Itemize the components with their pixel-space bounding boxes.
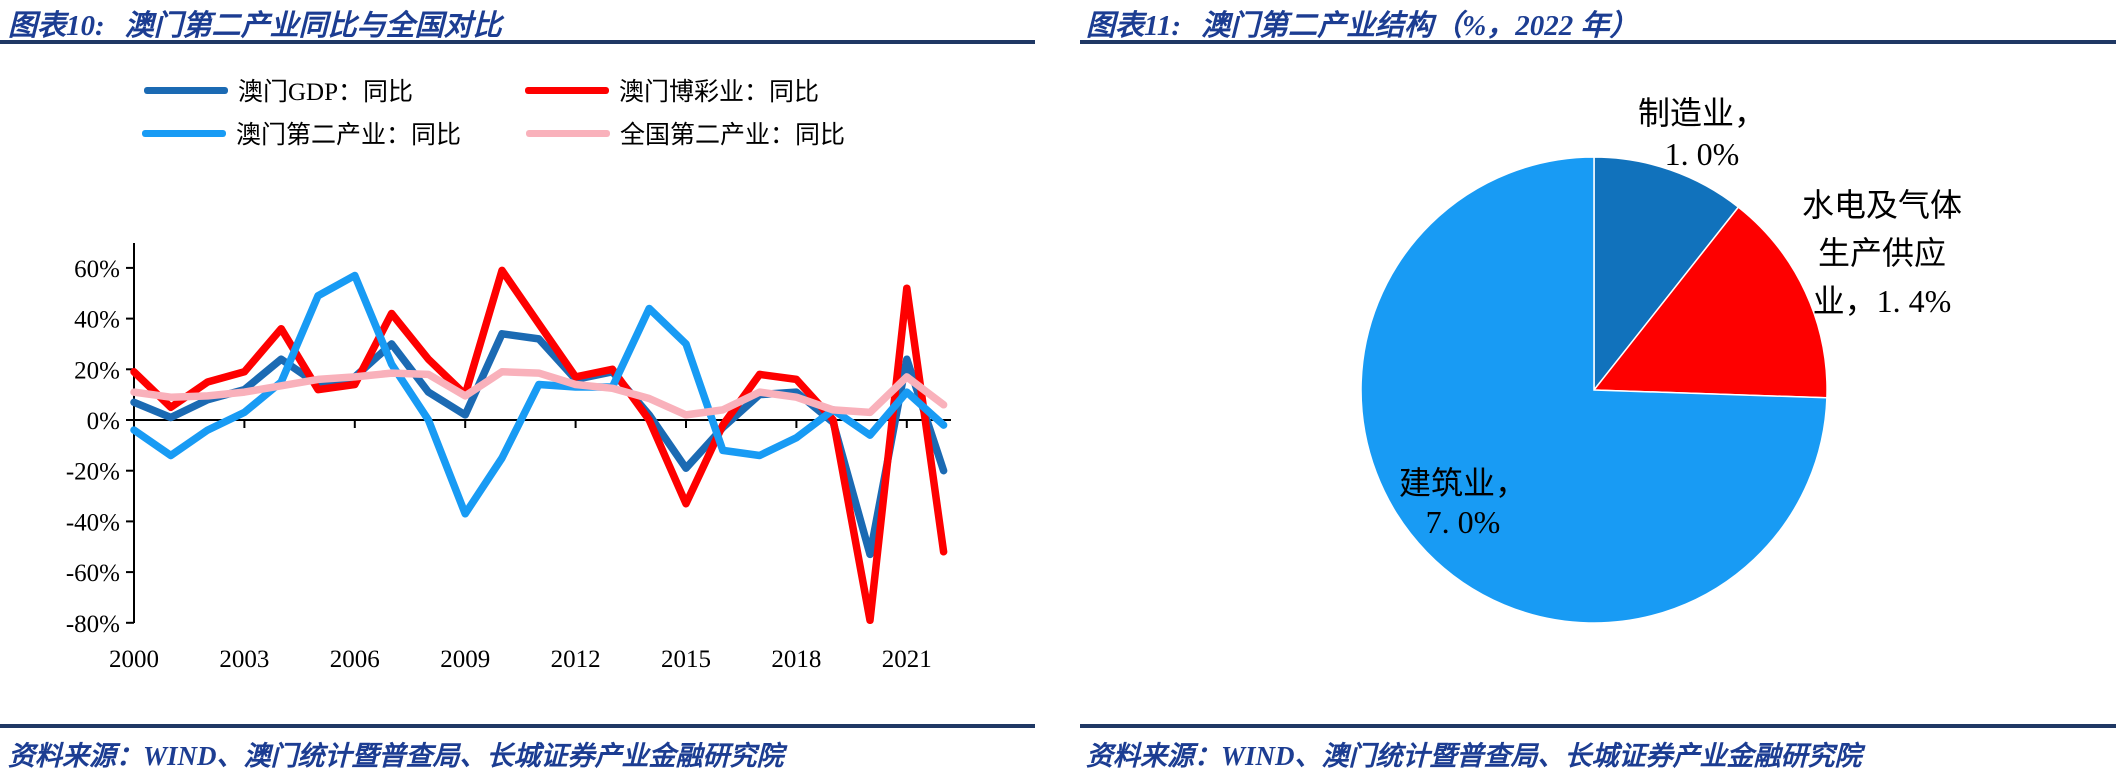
pie-label-line: 水电及气体 xyxy=(1801,187,1963,223)
x-tick-label: 2021 xyxy=(882,646,932,673)
x-tick-label: 2000 xyxy=(109,646,159,673)
pie-label-水电及气体生产供应业: 水电及气体生产供应业，1. 4% xyxy=(1802,181,1962,325)
pie-label-line: 建筑业， xyxy=(1398,465,1528,501)
legend-label: 澳门第二产业：同比 xyxy=(236,122,462,149)
pie-slice-建筑业 xyxy=(1360,156,1828,624)
right-chart-title: 图表11: 澳门第二产业结构（%，2022 年） xyxy=(1086,2,1638,44)
legend-line-swatch xyxy=(525,86,609,94)
line-series-澳门第二产业：同比 xyxy=(130,271,948,518)
line-series-澳门GDP：同比 xyxy=(130,330,948,559)
right-chart-title-text: 澳门第二产业结构（%，2022 年） xyxy=(1201,10,1639,42)
x-tick-label: 2003 xyxy=(219,646,269,673)
right-source-note: 资料来源：WIND、澳门统计暨普查局、长城证券产业金融研究院 xyxy=(1086,741,1862,771)
legend-item-澳门博彩业：同比: 澳门博彩业：同比 xyxy=(525,72,819,108)
pie-label-line: 1. 0% xyxy=(1664,136,1740,172)
y-tick-label: 0% xyxy=(87,408,120,435)
x-tick-label: 2009 xyxy=(440,646,490,673)
left-footer-rule xyxy=(0,724,1035,728)
x-tick-label: 2006 xyxy=(330,646,380,673)
pie-label-line: 业，1. 4% xyxy=(1812,283,1952,319)
legend-item-澳门GDP：同比: 澳门GDP：同比 xyxy=(144,72,413,108)
y-tick-label: 60% xyxy=(74,256,120,283)
y-tick-label: -80% xyxy=(66,611,120,638)
pie-label-制造业: 制造业， 1. 0% xyxy=(1638,93,1766,175)
y-tick-label: 20% xyxy=(74,357,120,384)
line-series-全国第二产业：同比 xyxy=(130,368,948,419)
y-tick-label: -60% xyxy=(66,560,120,587)
y-tick-label: -20% xyxy=(66,459,120,486)
legend-line-swatch xyxy=(142,129,226,137)
line-chart: 60% 40% 20% 0% -20% -40% -60% -80% 2000 2003 2006 2… xyxy=(66,243,951,673)
legend-item-澳门第二产业：同比: 澳门第二产业：同比 xyxy=(142,115,461,151)
right-title-underline xyxy=(1080,40,2116,44)
line-series-澳门博彩业：同比 xyxy=(130,266,948,625)
left-title-underline xyxy=(0,40,1035,44)
legend-label: 全国第二产业：同比 xyxy=(620,122,846,149)
x-tick-label: 2015 xyxy=(661,646,711,673)
legend-label: 澳门GDP：同比 xyxy=(238,79,414,106)
legend-label: 澳门博彩业：同比 xyxy=(619,79,820,106)
pie-slice-水电及气体生产供应业 xyxy=(1592,206,1828,399)
left-chart-title: 图表10: 澳门第二产业同比与全国对比 xyxy=(8,2,502,44)
y-tick-label: 40% xyxy=(74,307,120,334)
pie-label-line: 制造业， xyxy=(1637,95,1767,131)
right-chart-title-number: 图表11: xyxy=(1086,10,1182,42)
pie-chart xyxy=(1360,156,1828,624)
pie-label-建筑业: 建筑业， 7. 0% xyxy=(1399,464,1527,542)
left-source-note: 资料来源：WIND、澳门统计暨普查局、长城证券产业金融研究院 xyxy=(8,741,784,771)
left-chart-title-number: 图表10: xyxy=(8,10,105,42)
pie-slice-制造业 xyxy=(1593,156,1740,393)
pie-label-line: 7. 0% xyxy=(1425,504,1501,540)
x-tick-label: 2012 xyxy=(551,646,601,673)
legend-line-swatch xyxy=(526,129,610,137)
left-chart-title-text: 澳门第二产业同比与全国对比 xyxy=(124,10,502,42)
pie-chart-panel: 图表11: 澳门第二产业结构（%，2022 年） 制造业， 1. 0% 水电及气体生产… xyxy=(1058,0,2116,774)
right-footer-rule xyxy=(1080,724,2116,728)
x-tick-label: 2018 xyxy=(771,646,821,673)
legend-line-swatch xyxy=(144,86,228,94)
pie-label-line: 生产供应 xyxy=(1817,235,1947,271)
line-chart-panel: 图表10: 澳门第二产业同比与全国对比 澳门GDP：同比 澳门博彩业：同比澳门第二产… xyxy=(0,2,1035,771)
legend-item-全国第二产业：同比: 全国第二产业：同比 xyxy=(526,115,845,151)
y-tick-label: -40% xyxy=(66,509,120,536)
